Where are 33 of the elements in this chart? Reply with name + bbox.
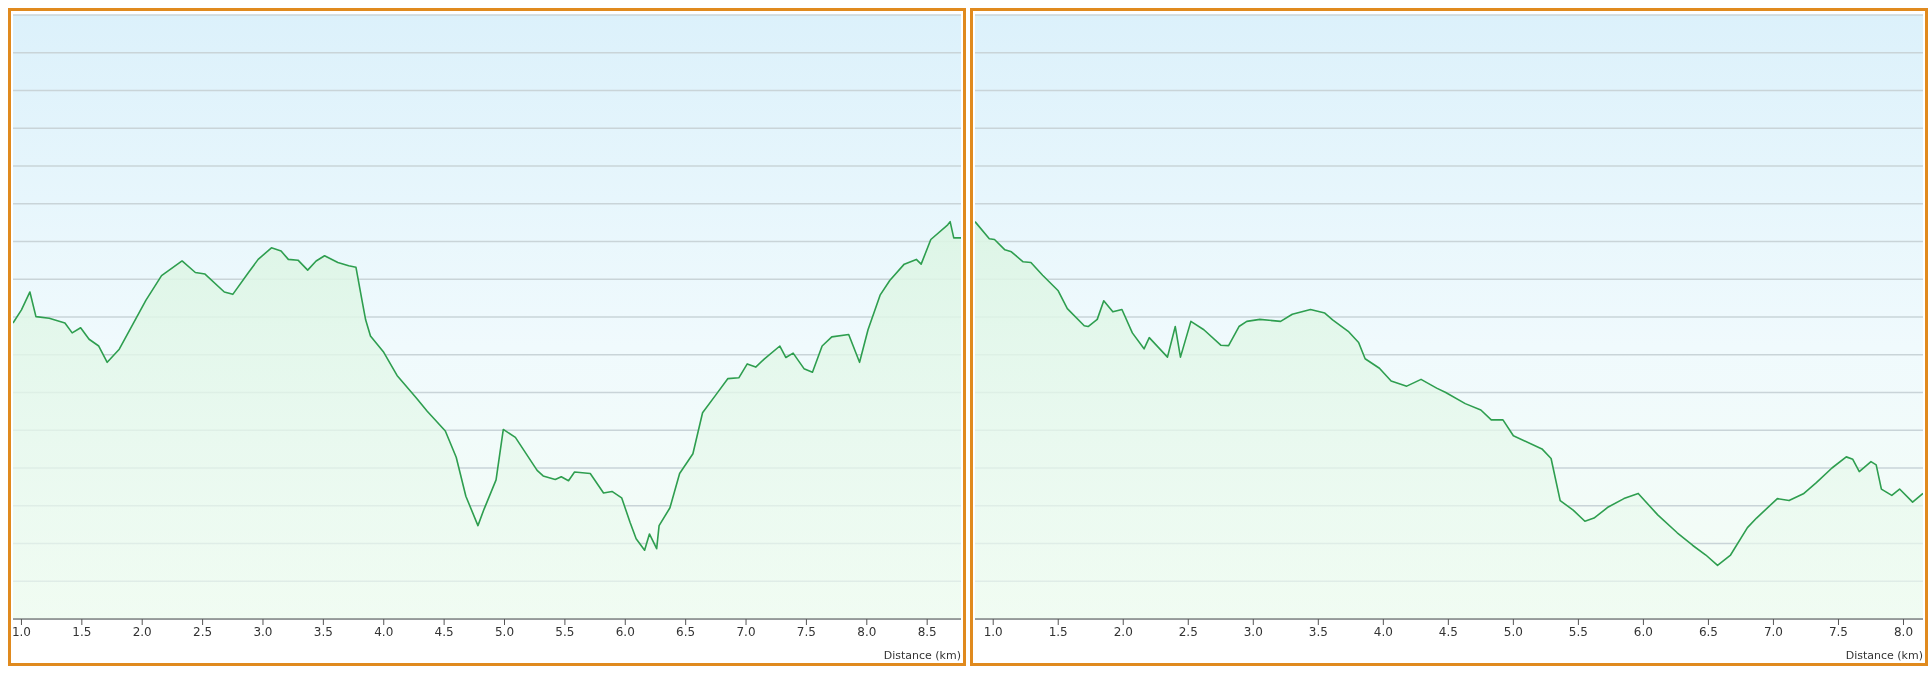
x-axis-title: Distance (km) <box>1845 649 1923 662</box>
x-tick-label: 6.5 <box>676 624 696 639</box>
x-tick-label: 2.5 <box>1178 624 1198 639</box>
x-tick-label: 5.5 <box>1568 624 1588 639</box>
x-tick-label: 1.0 <box>983 624 1003 639</box>
x-tick-label: 3.0 <box>1243 624 1263 639</box>
x-tick-label: 7.5 <box>1828 624 1849 639</box>
x-tick-label: 3.0 <box>253 624 273 639</box>
x-tick-label: 8.0 <box>857 624 877 639</box>
x-tick-label: 5.0 <box>1503 624 1523 639</box>
x-tick-label: 4.5 <box>1438 624 1458 639</box>
x-tick-label: 8.0 <box>1893 624 1914 639</box>
x-tick-label: 6.5 <box>1698 624 1718 639</box>
x-tick-label: 5.0 <box>494 624 515 639</box>
x-tick-label: 1.5 <box>72 624 92 639</box>
x-tick-label: 7.0 <box>736 624 756 639</box>
x-tick-label: 2.0 <box>132 624 152 639</box>
x-tick-label: 1.0 <box>11 624 31 639</box>
x-tick-label: 1.5 <box>1048 624 1068 639</box>
x-tick-label: 3.5 <box>313 624 333 639</box>
x-tick-label: 4.0 <box>374 624 394 639</box>
x-axis-title: Distance (km) <box>883 649 961 662</box>
x-tick-label: 3.5 <box>1308 624 1328 639</box>
x-tick-label: 8.5 <box>917 624 937 639</box>
x-tick-label: 2.5 <box>193 624 213 639</box>
x-tick-label: 4.5 <box>434 624 454 639</box>
x-tick-label: 5.5 <box>555 624 575 639</box>
x-tick-label: 2.0 <box>1113 624 1133 639</box>
x-tick-label: 6.0 <box>1633 624 1653 639</box>
x-tick-label: 7.5 <box>796 624 816 639</box>
x-tick-label: 6.0 <box>615 624 635 639</box>
x-tick-label: 4.0 <box>1373 624 1393 639</box>
x-tick-label: 7.0 <box>1763 624 1783 639</box>
